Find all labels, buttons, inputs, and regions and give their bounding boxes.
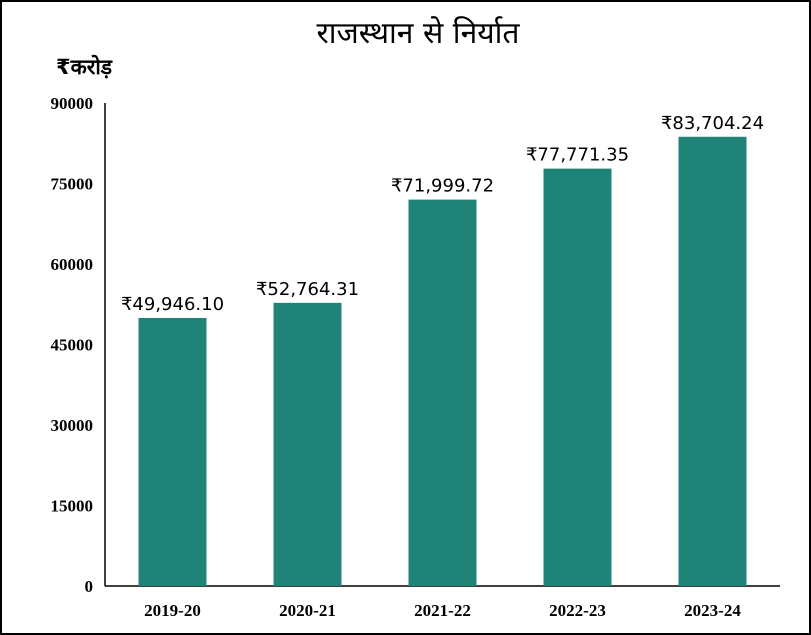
bar-2020-21 [273, 302, 342, 586]
data-label: ₹83,704.24 [661, 113, 764, 134]
y-tick-label: 45000 [51, 336, 94, 355]
x-tick-label: 2022-23 [549, 601, 606, 620]
data-label: ₹71,999.72 [391, 176, 494, 197]
bar-2021-22 [408, 199, 477, 586]
bar-2023-24 [678, 136, 747, 587]
y-tick-label: 30000 [51, 416, 94, 435]
bar-2019-20 [138, 317, 207, 586]
y-tick-label: 60000 [51, 255, 94, 274]
y-tick-labels: 0 15000 30000 45000 60000 75000 90000 [51, 94, 94, 596]
bar-series [138, 136, 747, 587]
x-tick-label: 2019-20 [144, 601, 201, 620]
y-tick-label: 90000 [51, 94, 94, 113]
x-tick-label: 2021-22 [414, 601, 471, 620]
x-tick-label: 2020-21 [279, 601, 336, 620]
data-label: ₹52,764.31 [256, 279, 359, 300]
y-tick-label: 75000 [51, 175, 94, 194]
y-tick-label: 15000 [51, 497, 94, 516]
chart-title: राजस्थान से निर्यात [316, 16, 520, 51]
data-labels: ₹49,946.10 ₹52,764.31 ₹71,999.72 ₹77,771.35… [121, 113, 764, 315]
x-tick-label: 2023-24 [684, 601, 741, 620]
x-tick-labels: 2019-20 2020-21 2021-22 2022-23 2023-24 [144, 601, 741, 620]
data-label: ₹77,771.35 [526, 145, 629, 166]
y-tick-label: 0 [85, 577, 94, 596]
y-unit-label: ₹करोड़ [56, 54, 113, 79]
bar-2022-23 [543, 168, 612, 587]
data-label: ₹49,946.10 [121, 294, 224, 315]
